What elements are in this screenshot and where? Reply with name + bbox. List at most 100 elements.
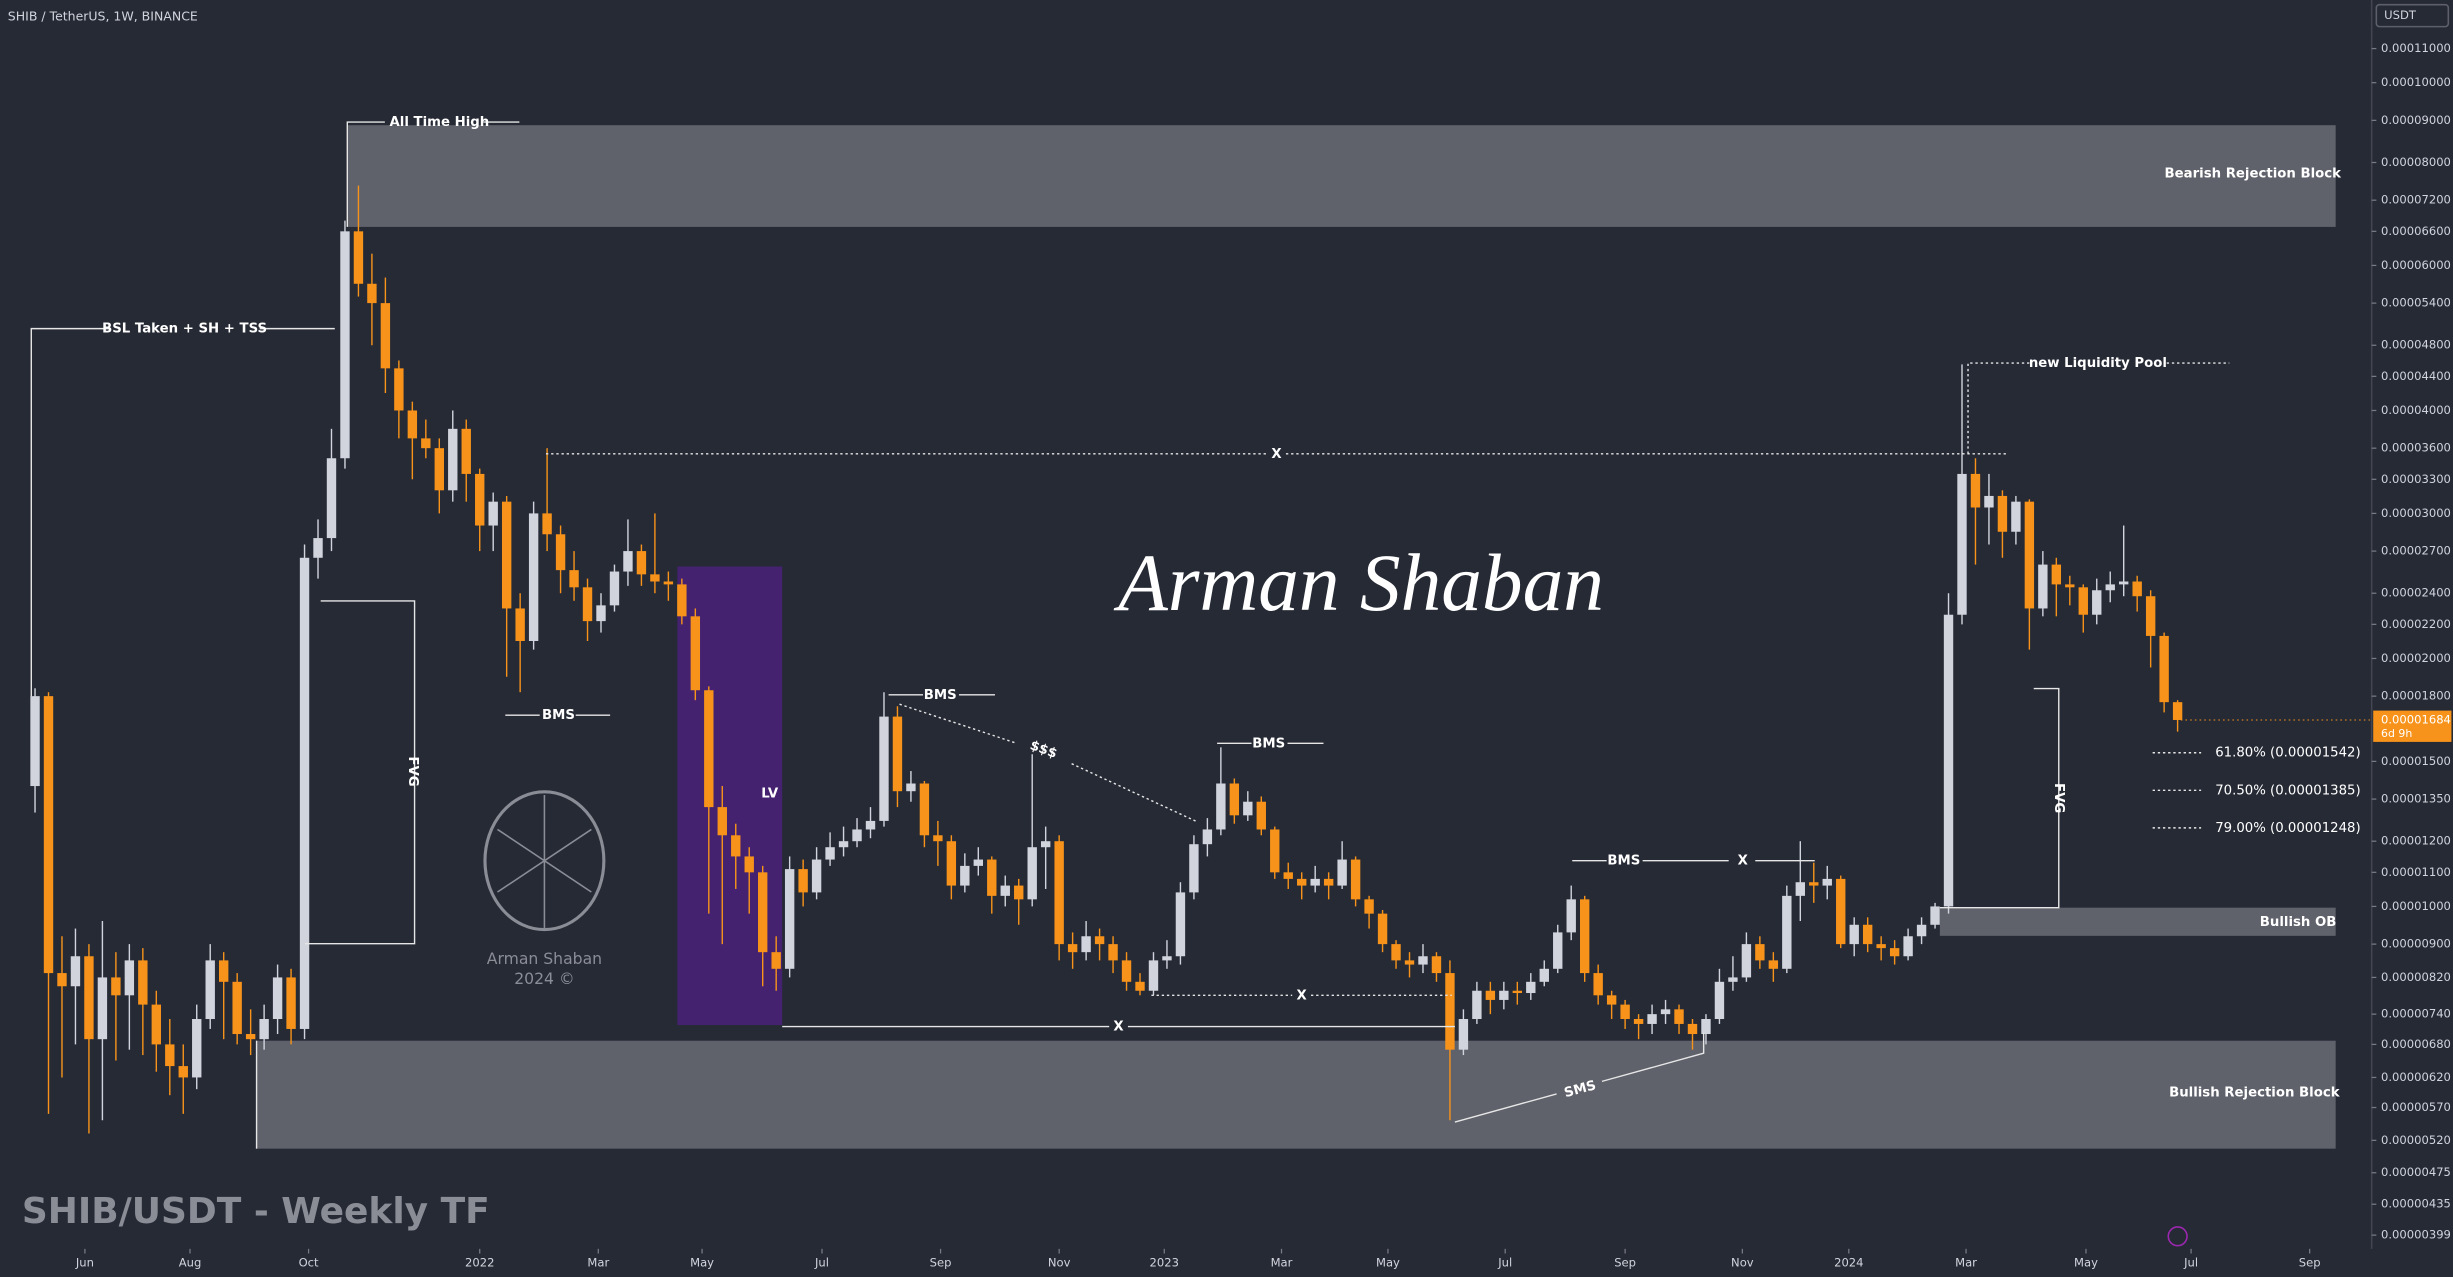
x-tick-label: Mar	[1271, 1255, 1293, 1269]
y-tick-label: 0.00002000	[2381, 651, 2451, 665]
candle-body	[1984, 495, 1994, 508]
candle-body	[1660, 1009, 1671, 1015]
candle-body	[1633, 1019, 1644, 1024]
candle-body	[1108, 944, 1118, 961]
candle-body	[2078, 587, 2088, 615]
candle-body	[784, 869, 795, 969]
candle-body	[407, 410, 418, 439]
y-tick-label: 0.00001350	[2381, 792, 2451, 806]
y-tick-label: 0.00003000	[2381, 506, 2451, 520]
candle-body	[286, 977, 296, 1029]
candle-body	[1135, 981, 1145, 991]
candle-body	[2145, 596, 2156, 636]
annotation: Bullish Rejection Block	[2169, 1085, 2341, 1100]
y-tick-label: 0.00002700	[2381, 544, 2451, 558]
candle-body	[515, 608, 525, 641]
x-tick-label: Jun	[75, 1255, 94, 1269]
candle-body	[623, 551, 633, 572]
candle-body	[2051, 564, 2062, 585]
x-tick-label: May	[1376, 1255, 1400, 1269]
candle-body	[906, 783, 916, 792]
candle-body	[677, 584, 687, 617]
candle-body	[542, 513, 552, 535]
candle-body	[1000, 885, 1010, 896]
candle-body	[1499, 990, 1509, 1000]
candle-body	[488, 501, 498, 526]
candle-body	[1040, 841, 1051, 848]
candle-body	[744, 856, 754, 873]
candle-body	[1377, 913, 1388, 945]
candle-body	[1782, 895, 1792, 969]
candle-body	[1027, 847, 1037, 900]
candle-body	[2038, 564, 2048, 609]
candle-body	[1337, 859, 1347, 886]
annotation: Bullish OB	[2260, 915, 2337, 930]
x-tick-label: May	[690, 1255, 714, 1269]
candle-body	[84, 956, 94, 1040]
x-tick-label: Jul	[2183, 1255, 2198, 1269]
candle-body	[326, 458, 337, 539]
candle-body	[461, 428, 471, 474]
signature: Arman Shaban	[1113, 537, 1604, 628]
logo-text: Arman Shaban	[487, 949, 602, 968]
bullish-ob-zone	[1939, 907, 2336, 936]
candle-body	[838, 841, 849, 848]
candle-body	[919, 783, 930, 836]
candle-body	[596, 605, 606, 622]
y-tick-label: 0.00000620	[2381, 1070, 2451, 1084]
candle-body	[138, 960, 148, 1005]
currency-box	[2375, 3, 2450, 28]
candle-body	[731, 835, 741, 857]
candle-body	[1997, 495, 2008, 532]
annotation: new Liquidity Pool	[2029, 356, 2167, 371]
candle-body	[43, 696, 54, 974]
candle-body	[1836, 878, 1846, 945]
candle-body	[1054, 841, 1064, 945]
x-tick-label: Sep	[1614, 1255, 1636, 1269]
annotation: LV	[761, 786, 779, 801]
x-tick-label: Jul	[814, 1255, 829, 1269]
y-tick-label: 0.00000820	[2381, 970, 2451, 984]
fib-label: 61.80% (0.00001542)	[2215, 746, 2360, 761]
sms-line	[1454, 1032, 1705, 1123]
y-tick-label: 0.00006000	[2381, 258, 2451, 272]
candle-body	[353, 231, 364, 284]
fib-label: 70.50% (0.00001385)	[2215, 783, 2360, 798]
watermark: SHIB/USDT - Weekly TF	[22, 1191, 490, 1232]
candle-body	[1957, 473, 1967, 615]
candle-body	[97, 977, 108, 1040]
y-tick-label: 0.00011000	[2381, 41, 2451, 55]
annotation: BMS	[924, 688, 957, 703]
candle-body	[1014, 885, 1024, 900]
candle-body	[1472, 990, 1482, 1020]
candle-body	[1943, 614, 1954, 907]
x-tick-label: Aug	[179, 1255, 202, 1269]
candles	[30, 185, 2183, 1134]
candle-body	[1647, 1014, 1657, 1024]
y-tick-label: 0.00001500	[2381, 754, 2451, 768]
candle-body	[1930, 906, 1940, 925]
candle-body	[1714, 981, 1725, 1020]
candle-body	[1485, 990, 1496, 1000]
fvg-bracket	[305, 600, 416, 945]
annotation: BMS	[542, 708, 575, 723]
candle-body	[811, 859, 822, 893]
y-tick-label: 0.00006600	[2381, 224, 2451, 238]
candle-body	[1849, 924, 1859, 945]
y-tick-label: 0.00003300	[2381, 472, 2451, 486]
candle-body	[933, 835, 943, 842]
candle-body	[421, 438, 431, 449]
annotation: X	[1271, 447, 1281, 462]
y-tick-label: 0.00002200	[2381, 617, 2451, 631]
candle-body	[1350, 859, 1361, 900]
y-tick-label: 0.00008000	[2381, 155, 2451, 169]
x-tick-label: Nov	[1048, 1255, 1071, 1269]
candle-body	[1580, 899, 1590, 974]
candle-body	[690, 616, 701, 691]
candle-body	[1418, 956, 1428, 965]
candle-body	[1283, 872, 1293, 879]
candle-body	[272, 977, 283, 1020]
candle-body	[1229, 783, 1240, 816]
candle-body	[1458, 1019, 1469, 1050]
candle-body	[2092, 590, 2102, 615]
